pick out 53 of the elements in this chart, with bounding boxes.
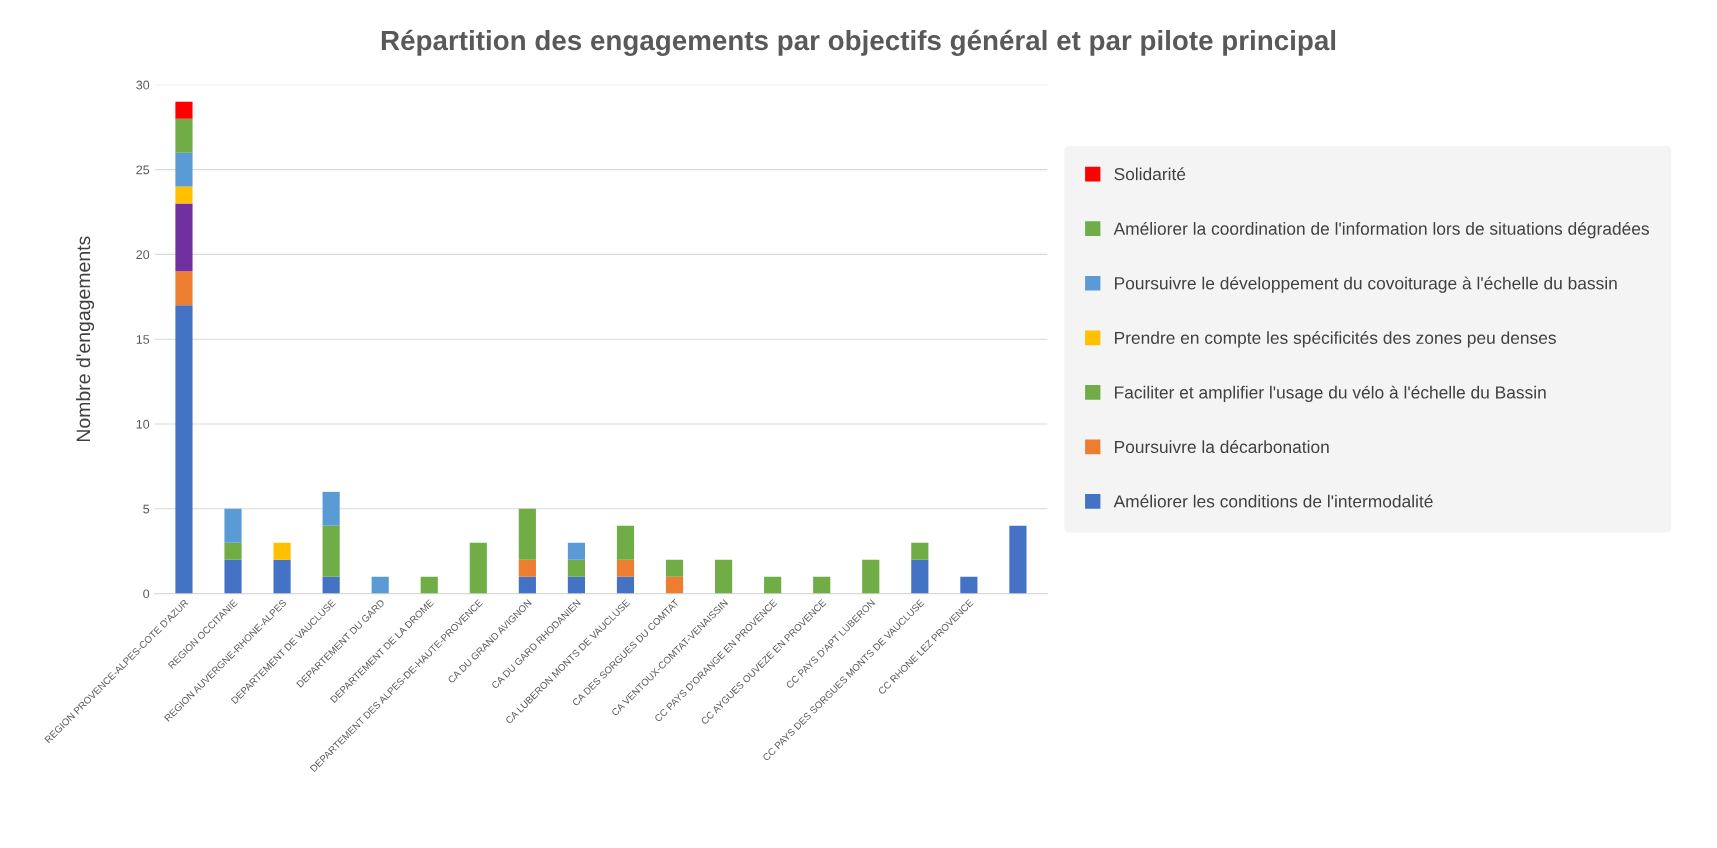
y-tick-label: 20: [136, 250, 150, 260]
bar: [273, 542, 291, 560]
bar: [322, 576, 340, 594]
bar: [224, 559, 242, 594]
bar: [322, 491, 340, 526]
bar: [862, 559, 880, 594]
y-tick-label: 0: [143, 589, 150, 599]
bar: [665, 576, 684, 594]
bar: [715, 559, 733, 594]
y-tick-label: 5: [143, 504, 150, 514]
bar: [273, 559, 291, 594]
bar: [175, 152, 193, 187]
bar: [911, 559, 929, 594]
bar: [518, 576, 536, 594]
chart-title: Répartition des engagements par objectifs général et par pilote principal: [381, 29, 1336, 56]
legend-label: Améliorer la coordination de l'information lors de situations dégradées: [1113, 221, 1649, 239]
bar: [175, 305, 193, 594]
bar: [764, 576, 782, 594]
bar: [567, 559, 586, 577]
bar: [665, 559, 684, 577]
bar: [813, 576, 831, 594]
bar: [175, 101, 193, 119]
legend-label: Poursuivre le développement du covoiturage à l'échelle du bassin: [1115, 276, 1617, 293]
bar: [518, 559, 536, 577]
legend-label: Améliorer les conditions de l'intermodalité: [1113, 494, 1433, 508]
y-tick-label: 30: [136, 80, 150, 90]
bar: [960, 576, 978, 594]
bar: [175, 271, 193, 306]
y-tick-label: 25: [136, 165, 150, 175]
bar: [616, 559, 635, 577]
bar: [420, 576, 438, 594]
bar: [371, 576, 389, 594]
bar: [469, 542, 487, 594]
legend-label: Prendre en compte les spécificités des zones peu denses: [1115, 331, 1556, 348]
bar: [175, 186, 193, 204]
legend-label: Solidarité: [1114, 167, 1186, 181]
bar: [911, 542, 929, 560]
y-tick-label: 10: [136, 419, 150, 429]
bar: [518, 508, 536, 560]
bar: [1009, 525, 1027, 594]
bar: [224, 508, 242, 543]
bar: [616, 525, 635, 560]
bar: [567, 576, 586, 594]
legend-label: Faciliter et amplifier l'usage du vélo à l'échelle du Bassin: [1115, 385, 1546, 403]
bar: [224, 542, 242, 560]
y-tick-label: 15: [136, 335, 150, 344]
y-axis-title: Nombre d'engagements: [75, 236, 95, 442]
bar: [175, 203, 193, 272]
bar: [567, 542, 586, 560]
bar: [616, 576, 635, 594]
legend-label: Poursuivre la décarbonation: [1115, 440, 1329, 454]
bar: [322, 525, 340, 577]
bar: [175, 118, 193, 153]
